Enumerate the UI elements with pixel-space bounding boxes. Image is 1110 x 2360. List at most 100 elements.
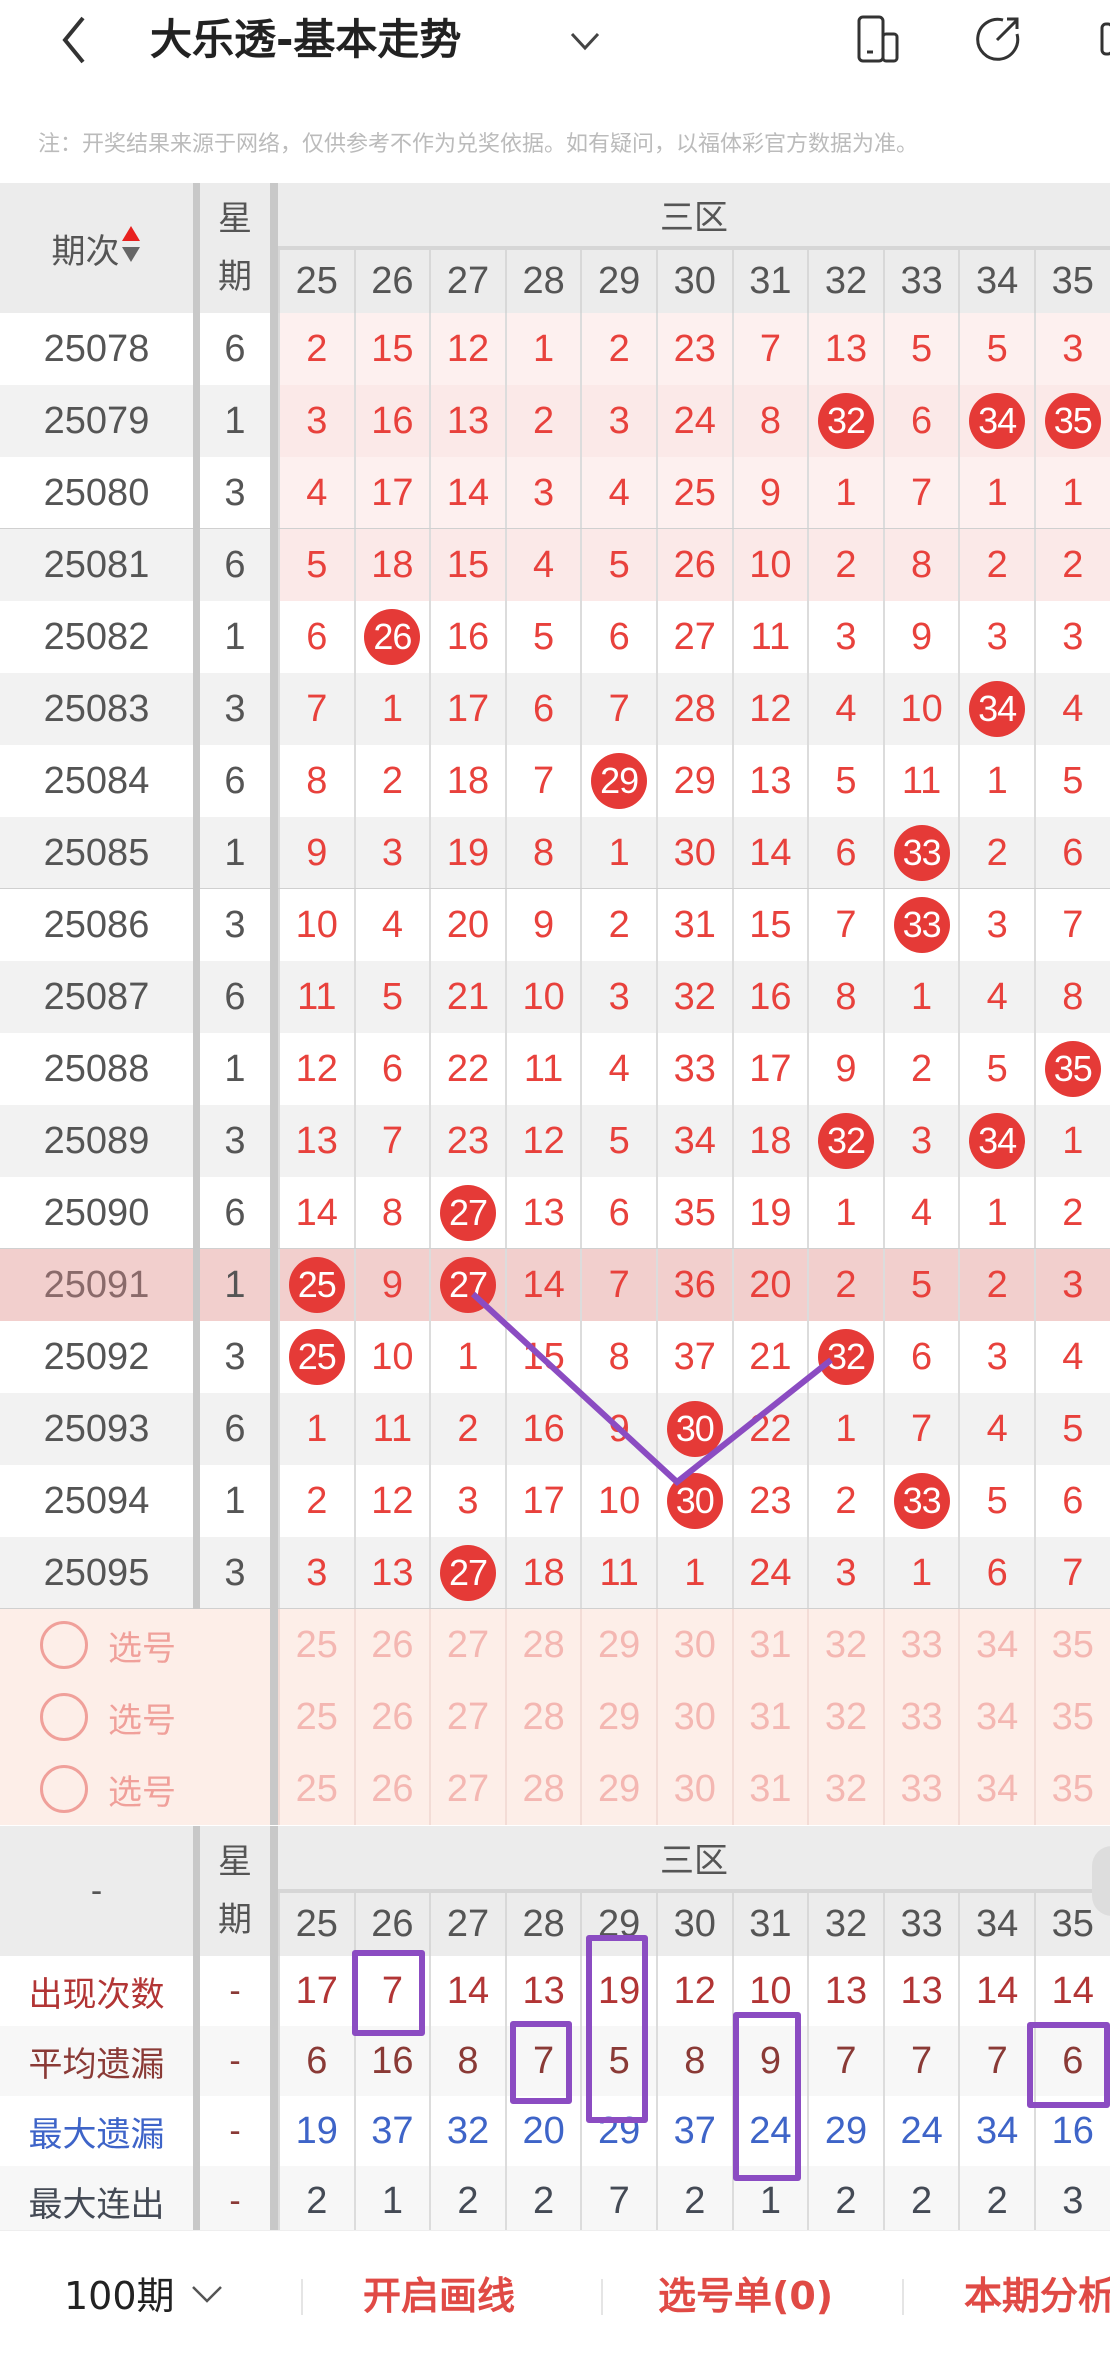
number-cell[interactable]: 32 [807,1321,883,1393]
number-cell[interactable]: 4 [504,529,581,601]
title-dropdown[interactable] [568,14,602,80]
number-cell[interactable]: 5 [580,1105,656,1177]
number-cell[interactable]: 11 [882,745,959,817]
number-cell[interactable]: 4 [580,457,656,529]
number-cell[interactable]: 21 [429,961,505,1033]
number-cell[interactable]: 12 [353,1465,430,1537]
number-cell[interactable]: 9 [278,817,354,889]
number-cell[interactable]: 8 [353,1177,430,1249]
select-number[interactable]: 30 [656,1753,732,1825]
number-cell[interactable]: 30 [656,1393,732,1465]
number-cell[interactable]: 35 [1034,1033,1110,1105]
number-cell[interactable]: 25 [278,1321,354,1393]
select-number[interactable]: 27 [429,1753,505,1825]
select-number[interactable]: 34 [958,1681,1034,1753]
number-cell[interactable]: 1 [429,1321,505,1393]
number-cell[interactable]: 26 [656,529,732,601]
select-number[interactable]: 26 [353,1609,430,1681]
select-number[interactable]: 32 [807,1753,883,1825]
select-number[interactable]: 27 [429,1609,505,1681]
number-cell[interactable]: 30 [656,817,732,889]
number-cell[interactable]: 11 [504,1033,581,1105]
share-button[interactable] [973,14,1023,64]
select-number[interactable]: 27 [429,1681,505,1753]
number-cell[interactable]: 24 [656,385,732,457]
number-cell[interactable]: 1 [504,313,581,385]
number-cell[interactable]: 3 [580,961,656,1033]
number-cell[interactable]: 13 [429,385,505,457]
number-cell[interactable]: 1 [807,457,883,529]
select-number[interactable]: 35 [1034,1753,1110,1825]
number-cell[interactable]: 35 [656,1177,732,1249]
select-number[interactable]: 31 [731,1681,808,1753]
number-cell[interactable]: 3 [278,385,354,457]
number-cell[interactable]: 27 [429,1177,505,1249]
number-cell[interactable]: 7 [731,313,808,385]
number-cell[interactable]: 20 [731,1249,808,1321]
number-cell[interactable]: 12 [504,1105,581,1177]
number-cell[interactable]: 6 [278,601,354,673]
number-cell[interactable]: 7 [807,889,883,961]
number-cell[interactable]: 5 [1034,1393,1110,1465]
number-cell[interactable]: 10 [504,961,581,1033]
number-cell[interactable]: 3 [958,601,1034,673]
number-cell[interactable]: 19 [731,1177,808,1249]
number-cell[interactable]: 22 [429,1033,505,1105]
select-row-toggle[interactable]: 选号 [40,1609,200,1681]
select-number[interactable]: 34 [958,1609,1034,1681]
number-cell[interactable]: 5 [882,1249,959,1321]
number-cell[interactable]: 1 [958,745,1034,817]
number-cell[interactable]: 8 [1034,961,1110,1033]
number-cell[interactable]: 34 [656,1105,732,1177]
number-cell[interactable]: 5 [353,961,430,1033]
number-cell[interactable]: 33 [882,817,959,889]
number-cell[interactable]: 2 [580,889,656,961]
number-cell[interactable]: 13 [731,745,808,817]
number-cell[interactable]: 23 [656,313,732,385]
select-number[interactable]: 33 [882,1753,959,1825]
select-number[interactable]: 26 [353,1753,430,1825]
number-cell[interactable]: 6 [1034,1465,1110,1537]
number-cell[interactable]: 3 [1034,313,1110,385]
number-cell[interactable]: 22 [731,1393,808,1465]
number-cell[interactable]: 3 [958,1321,1034,1393]
select-number[interactable]: 30 [656,1681,732,1753]
number-cell[interactable]: 17 [429,673,505,745]
select-number[interactable]: 30 [656,1609,732,1681]
number-cell[interactable]: 5 [958,1033,1034,1105]
number-cell[interactable]: 3 [807,601,883,673]
number-cell[interactable]: 35 [1034,385,1110,457]
number-cell[interactable]: 6 [504,673,581,745]
select-number[interactable]: 29 [580,1681,656,1753]
number-cell[interactable]: 20 [429,889,505,961]
select-number[interactable]: 26 [353,1681,430,1753]
select-number[interactable]: 28 [504,1681,581,1753]
number-cell[interactable]: 37 [656,1321,732,1393]
number-cell[interactable]: 18 [731,1105,808,1177]
number-cell[interactable]: 17 [504,1465,581,1537]
number-cell[interactable]: 3 [1034,1249,1110,1321]
select-number[interactable]: 29 [580,1753,656,1825]
selection-list-button[interactable]: 选号单(0) [658,2274,834,2318]
number-cell[interactable]: 25 [278,1249,354,1321]
number-cell[interactable]: 6 [882,385,959,457]
select-number[interactable]: 35 [1034,1681,1110,1753]
number-cell[interactable]: 12 [731,673,808,745]
number-cell[interactable]: 3 [958,889,1034,961]
number-cell[interactable]: 15 [353,313,430,385]
number-cell[interactable]: 2 [807,1249,883,1321]
number-cell[interactable]: 4 [1034,673,1110,745]
number-cell[interactable]: 7 [882,1393,959,1465]
analysis-button[interactable]: 本期分析 [964,2274,1110,2318]
page-title[interactable]: 大乐透-基本走势 [150,15,462,64]
number-cell[interactable]: 13 [278,1105,354,1177]
number-cell[interactable]: 29 [580,745,656,817]
select-number[interactable]: 31 [731,1609,808,1681]
number-cell[interactable]: 25 [656,457,732,529]
number-cell[interactable]: 15 [429,529,505,601]
number-cell[interactable]: 5 [807,745,883,817]
number-cell[interactable]: 4 [882,1177,959,1249]
number-cell[interactable]: 9 [807,1033,883,1105]
number-cell[interactable]: 1 [958,1177,1034,1249]
number-cell[interactable]: 13 [504,1177,581,1249]
